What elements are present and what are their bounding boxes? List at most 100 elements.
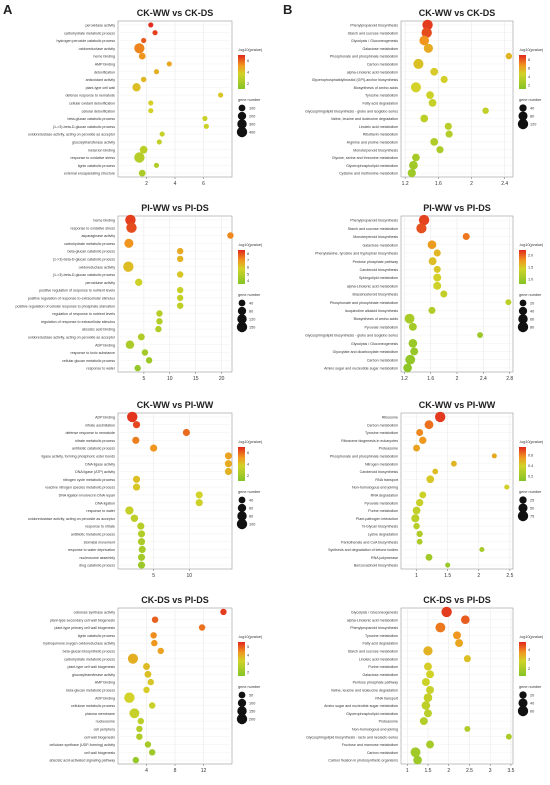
size-legend-label: 120 (249, 318, 255, 322)
data-point (130, 514, 139, 523)
size-legend-title: gene number (238, 685, 261, 689)
y-tick-label: defense response to nematode (65, 431, 115, 435)
y-tick-label: Glycosphingolipid biosynthesis - globo a… (305, 109, 398, 113)
size-legend-dot (238, 104, 246, 112)
colorbar-tick-label: 0.6 (528, 453, 533, 457)
y-tick-label: glucosyltransferase activity (72, 141, 115, 145)
y-tick-label: alpha-Linolenic acid metabolism (347, 70, 398, 74)
y-tick-label: oxidoreductase activity, acting on perox… (28, 133, 116, 137)
y-tick-label: Pyruvate metabolism (364, 325, 398, 329)
size-legend-label: 150 (249, 710, 255, 714)
y-tick-label: positive regulation of cellular response… (16, 304, 116, 308)
y-tick-label: Carotenoid biosynthesis (360, 268, 399, 272)
data-point (504, 484, 510, 490)
y-tick-label: Glycolysis / Gluconeogenesis (351, 611, 398, 615)
size-legend-dot (237, 314, 247, 324)
data-point (134, 43, 145, 54)
colorbar-tick-label: 2 (247, 82, 249, 86)
colorbar-tick-label: 5 (247, 645, 249, 649)
data-point (426, 475, 435, 484)
data-point (410, 82, 421, 93)
data-point (157, 647, 164, 655)
data-point (422, 19, 433, 31)
y-tick-label: alpha-Linolenic acid metabolism (347, 284, 398, 288)
bubble-chart-7: CK-WW vs PI-WW Ribosome Carbon metabolism T… (283, 397, 550, 589)
data-point (151, 639, 158, 647)
y-tick-label: Phosphonate and phosphinate metabolism (330, 301, 398, 305)
data-point (148, 100, 154, 106)
data-point (410, 347, 419, 356)
data-point (404, 313, 415, 324)
x-tick-label: 4 (174, 181, 177, 187)
colorbar (519, 250, 526, 284)
size-legend-label: 80 (530, 115, 534, 119)
colorbar-tick-label: 3 (247, 662, 249, 666)
y-tick-label: Monoterpenoid biosynthesis (353, 235, 398, 239)
colorbar-tick-label: 4 (528, 648, 530, 652)
colorbar-tick-label: 4 (247, 71, 249, 75)
size-legend-title: gene number (519, 490, 542, 494)
y-tick-label: cellular detoxification (82, 109, 115, 113)
y-tick-label: Galactose metabolism (362, 243, 398, 247)
bubble-chart-svg: PI-WW vs PI-DS heme binding response to ox… (16, 203, 264, 382)
colorbar-tick-label: 7 (247, 259, 249, 263)
chart-title: CK-DS vs PI-DS (423, 595, 491, 605)
panel-label-b: B (283, 2, 293, 17)
size-legend-label: 100 (249, 702, 255, 706)
size-legend-label: 80 (249, 515, 253, 519)
data-point (148, 749, 156, 756)
data-point (426, 91, 434, 99)
colorbar-tick-label: 4 (247, 463, 249, 467)
y-tick-label: heme binding (93, 55, 115, 59)
y-tick-label: Isoquinoline alkaloid biosynthesis (345, 309, 398, 313)
size-legend-dot (237, 698, 247, 708)
y-tick-label: Tyrosine metabolism (365, 94, 398, 98)
data-point (137, 561, 146, 569)
y-tick-label: alpha-Linolenic acid metabolism (347, 618, 398, 622)
data-point (419, 717, 428, 726)
data-point (137, 333, 145, 341)
bubble-chart-svg: CK-WW vs PI-WW ADP binding nitrate assimil… (28, 400, 263, 579)
size-legend-label: 80 (530, 326, 534, 330)
size-legend-dot (517, 321, 529, 333)
data-point (224, 452, 233, 460)
data-point (137, 553, 146, 561)
plot-area (400, 412, 514, 570)
colorbar (238, 55, 245, 89)
data-point (433, 249, 441, 257)
y-tick-label: Non-homologous end-joining (352, 728, 398, 732)
data-point (143, 663, 150, 670)
data-point (139, 145, 148, 154)
size-legend-dot (518, 503, 528, 513)
y-tick-label: regulation of response to extracellular … (41, 320, 115, 324)
y-tick-label: Galactose metabolism (362, 47, 398, 51)
x-tick-label: 1 (406, 768, 409, 774)
size-legend-dot (237, 119, 247, 129)
size-legend-title: gene number (238, 98, 261, 102)
y-tick-label: lignin catabolic process (78, 634, 115, 638)
y-tick-label: Riboflavin metabolism (363, 133, 398, 137)
y-tick-label: Fructose and mannose metabolism (342, 743, 398, 747)
colorbar (238, 642, 245, 676)
data-point (143, 686, 150, 694)
colorbar-tick-label: 1.0 (528, 278, 533, 282)
bubble-chart-svg: CK-WW vs PI-WW Ribosome Carbon metabolism T… (328, 400, 544, 579)
y-tick-label: Linoleic acid metabolism (359, 125, 398, 129)
size-legend-dot (517, 118, 529, 130)
x-tick-label: 4 (145, 768, 148, 774)
data-point (462, 233, 470, 241)
y-tick-label: cellular oxidant detoxification (69, 102, 115, 106)
y-tick-label: Synthesis and degradation of ketone bodi… (328, 548, 398, 552)
y-tick-label: Pentose phosphate pathway (353, 681, 399, 685)
data-point (136, 733, 143, 740)
size-legend-dot (519, 299, 527, 307)
data-point (505, 299, 512, 306)
chart-title: CK-WW vs CK-DS (137, 8, 214, 18)
y-tick-label: positive regulation of response to nutri… (39, 289, 115, 293)
colorbar-tick-label: 6 (528, 66, 530, 70)
x-tick-label: 1.5 (424, 768, 431, 774)
chart-title: PI-WW vs PI-DS (141, 203, 209, 213)
data-point (218, 92, 224, 98)
y-tick-label: Galactose metabolism (362, 673, 398, 677)
data-point (408, 322, 417, 331)
